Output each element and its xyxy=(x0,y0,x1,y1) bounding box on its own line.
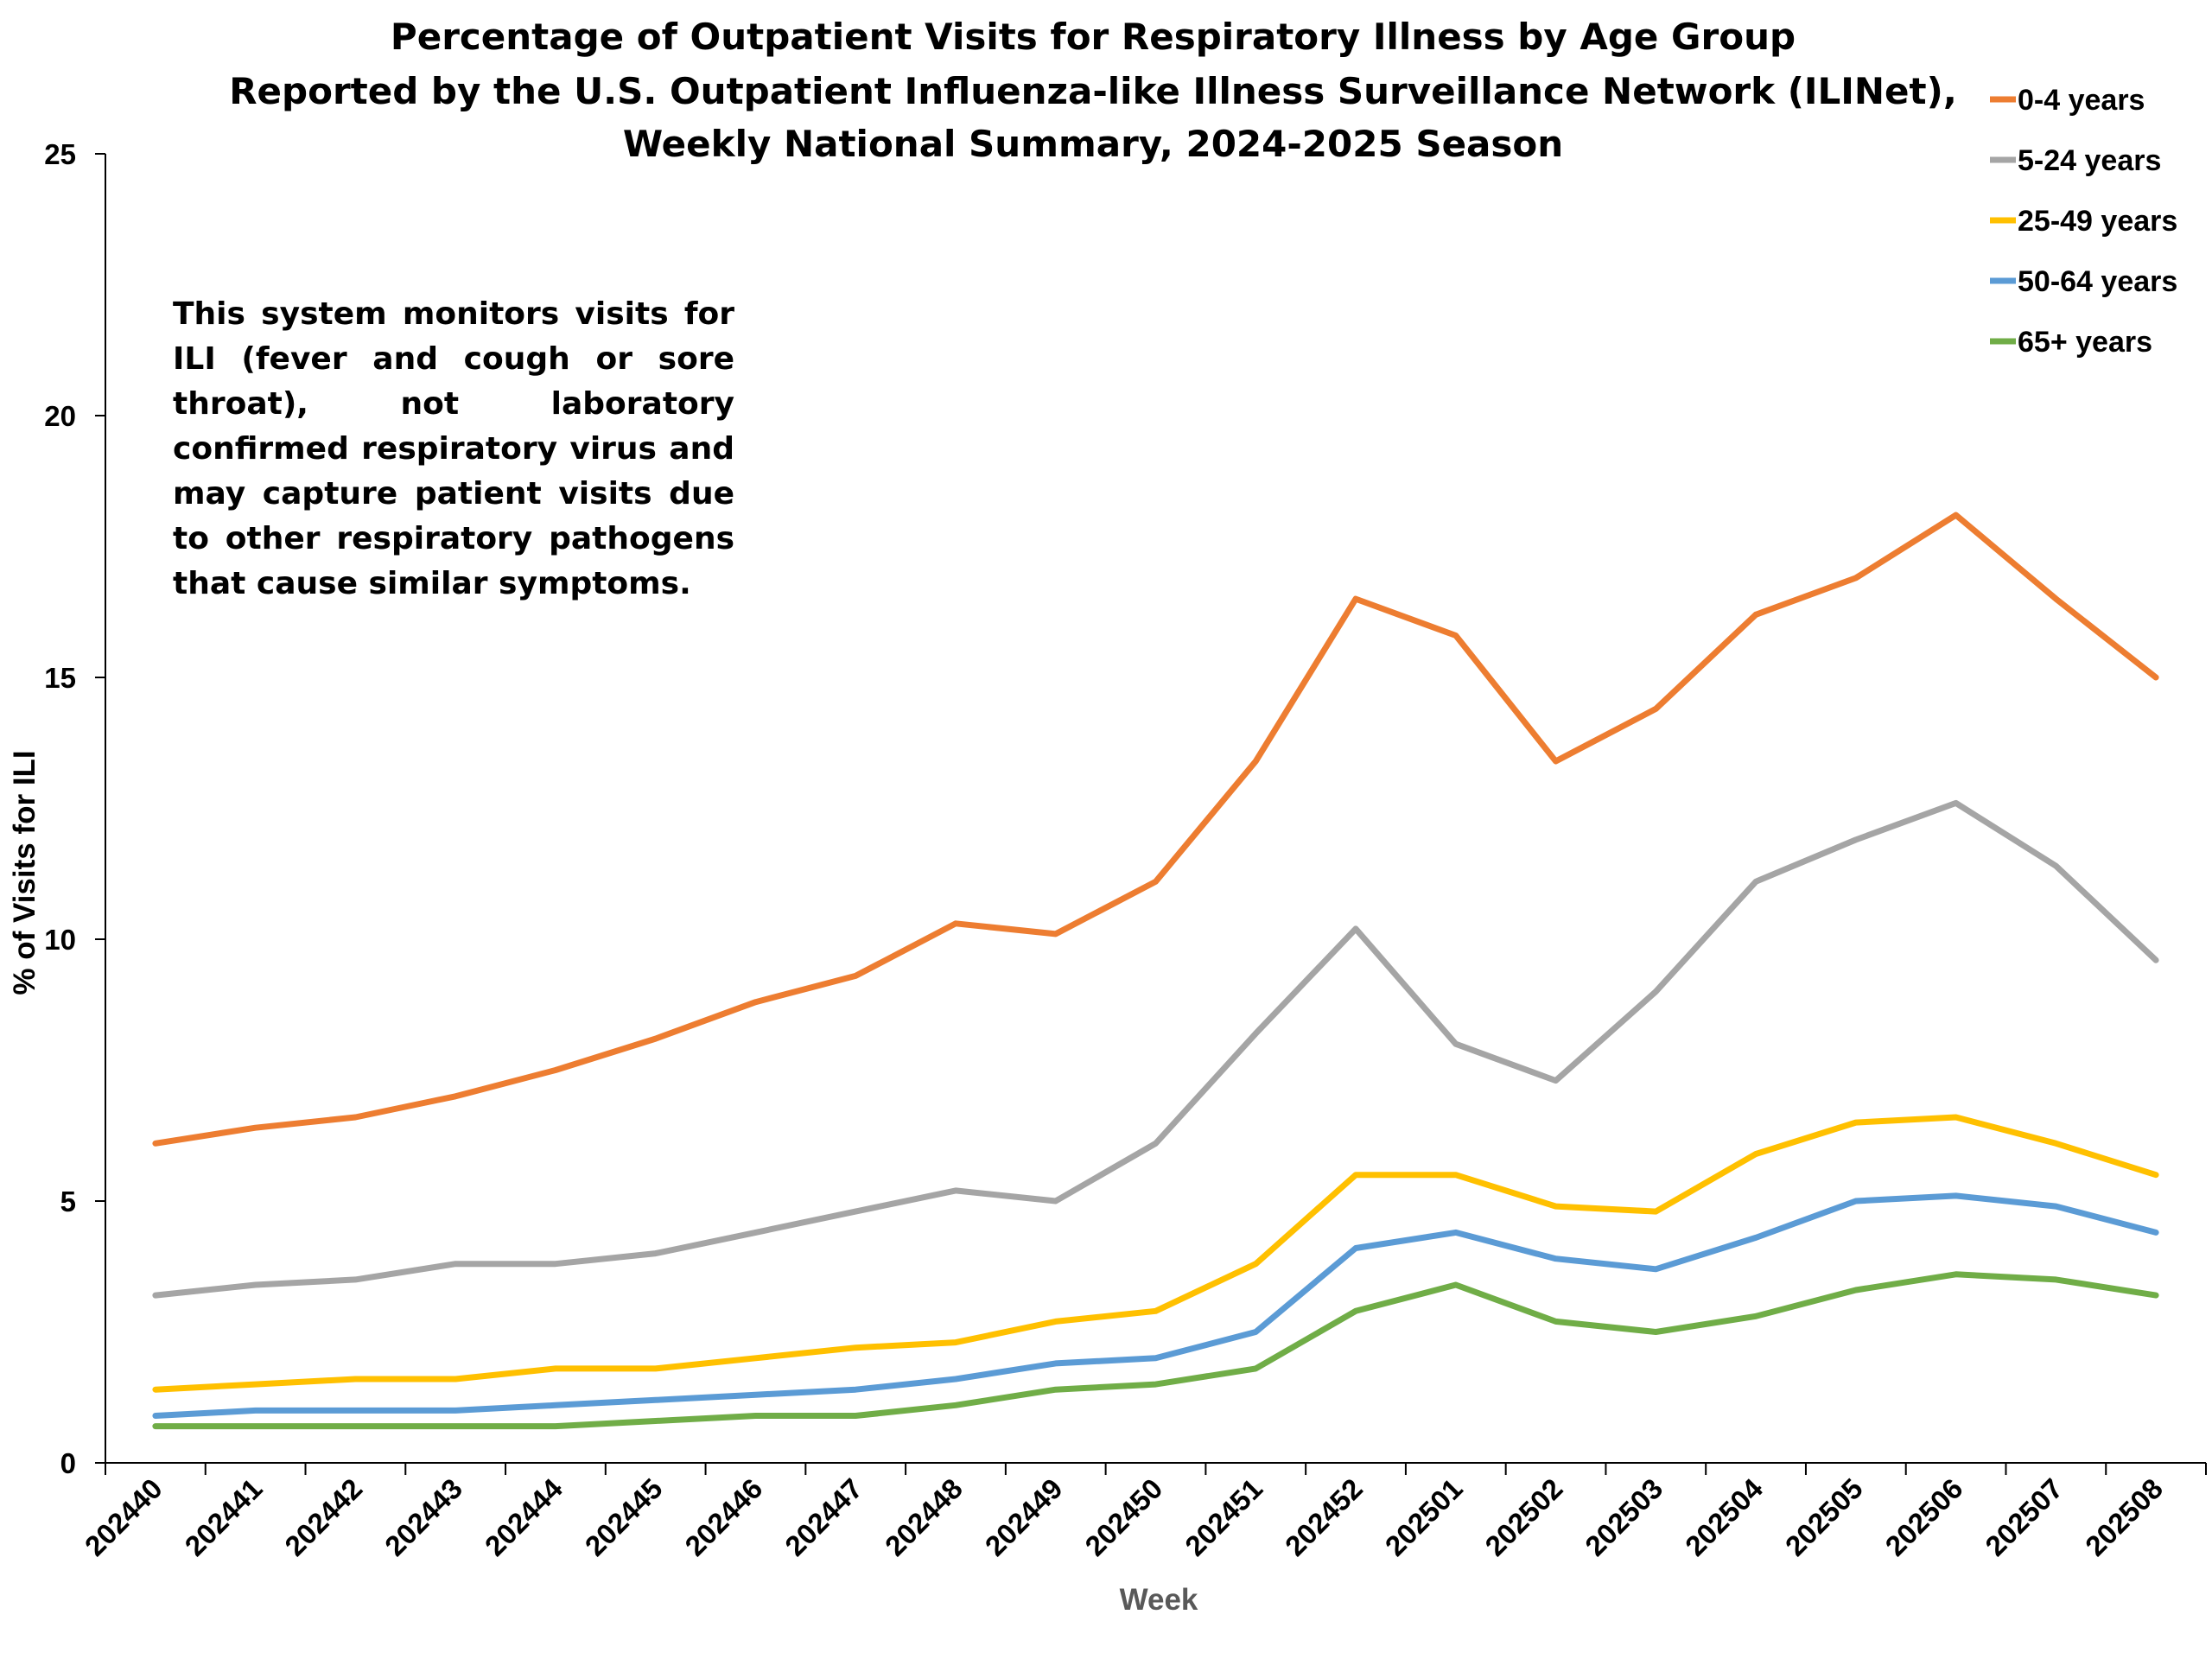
y-axis-ticks: 0 5 10 15 20 25 xyxy=(44,138,105,1479)
series-line-50-64-years xyxy=(152,1192,2159,1419)
chart-title-line-1: Percentage of Outpatient Visits for Resp… xyxy=(391,16,1796,58)
y-tick-label: 10 xyxy=(44,924,76,956)
series-line-0-4-years xyxy=(152,512,2159,1147)
x-tick-label: 202440 xyxy=(79,1472,168,1562)
x-tick-label: 202507 xyxy=(1979,1472,2069,1562)
y-tick-label: 20 xyxy=(44,400,76,432)
axes xyxy=(105,154,2206,1464)
series-lines xyxy=(152,512,2159,1430)
x-tick-label: 202452 xyxy=(1279,1472,1369,1562)
y-axis-title: % of Visits for ILI xyxy=(8,750,41,995)
x-tick-label: 202450 xyxy=(1078,1472,1168,1562)
legend-label: 65+ years xyxy=(2018,326,2152,359)
x-tick-label: 202506 xyxy=(1879,1472,1969,1562)
x-tick-label: 202502 xyxy=(1478,1472,1568,1562)
x-axis-ticks: 202440 202441 202442 202443 202444 202445 2024… xyxy=(79,1463,2207,1562)
legend-label: 0-4 years xyxy=(2018,84,2145,117)
x-tick-label: 202504 xyxy=(1679,1471,1769,1561)
annotation-note: This system monitors visits for ILI (fev… xyxy=(173,296,734,601)
chart-title: Percentage of Outpatient Visits for Resp… xyxy=(229,16,1957,165)
x-tick-label: 202444 xyxy=(479,1471,569,1561)
legend-label: 50-64 years xyxy=(2018,265,2177,298)
series-line-65-years xyxy=(152,1271,2159,1430)
y-tick-label: 0 xyxy=(60,1447,76,1479)
x-tick-label: 202501 xyxy=(1379,1472,1469,1562)
chart-title-line-3: Weekly National Summary, 2024-2025 Seaso… xyxy=(623,123,1563,165)
legend: 0-4 years 5-24 years 25-49 years 50-64 year… xyxy=(1990,84,2177,359)
chart-title-line-2: Reported by the U.S. Outpatient Influenz… xyxy=(229,70,1957,112)
y-tick-label: 5 xyxy=(60,1185,76,1217)
x-tick-label: 202451 xyxy=(1179,1472,1268,1562)
x-tick-label: 202443 xyxy=(378,1472,468,1562)
x-tick-label: 202503 xyxy=(1579,1472,1669,1562)
x-tick-label: 202508 xyxy=(2079,1472,2169,1562)
x-tick-label: 202449 xyxy=(979,1472,1069,1562)
x-tick-label: 202445 xyxy=(579,1472,669,1562)
legend-label: 25-49 years xyxy=(2018,205,2177,238)
x-axis-title: Week xyxy=(1120,1583,1198,1617)
series-line-5-24-years xyxy=(152,799,2159,1299)
y-tick-label: 25 xyxy=(44,138,76,170)
x-tick-label: 202505 xyxy=(1779,1472,1869,1562)
series-line-25-49-years xyxy=(152,1114,2159,1393)
legend-label: 5-24 years xyxy=(2018,144,2161,177)
x-tick-label: 202442 xyxy=(278,1472,368,1562)
y-tick-label: 15 xyxy=(44,662,76,694)
x-tick-label: 202446 xyxy=(678,1472,768,1562)
x-tick-label: 202447 xyxy=(779,1472,868,1562)
x-tick-label: 202448 xyxy=(879,1472,969,1562)
x-tick-label: 202441 xyxy=(179,1472,269,1562)
